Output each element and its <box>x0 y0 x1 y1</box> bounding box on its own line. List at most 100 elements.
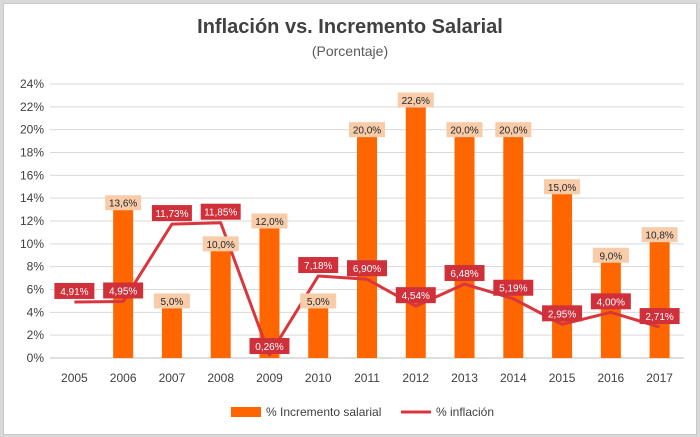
x-tick-label: 2016 <box>597 371 624 385</box>
x-tick-label: 2005 <box>61 371 88 385</box>
x-tick-label: 2017 <box>646 371 673 385</box>
bar <box>161 300 182 358</box>
bar-series <box>113 99 670 358</box>
y-tick-label: 6% <box>27 283 45 297</box>
y-tick-label: 4% <box>27 305 45 319</box>
line-label-box <box>639 308 680 325</box>
bar-data-label: 13,6% <box>109 199 137 210</box>
bar-label-box <box>105 195 142 211</box>
bar <box>405 99 426 358</box>
bar <box>552 186 573 358</box>
chart-title: Inflación vs. Incremento Salarial <box>197 16 503 38</box>
bar <box>259 221 280 358</box>
line-data-label: 6,48% <box>450 269 478 280</box>
y-axis-ticks: 0% 2% 4% 6% 8% 10% 12% 14% 16% 18% 20% 22% 24% <box>20 77 44 365</box>
bar <box>649 234 670 358</box>
bar-label-box <box>641 227 678 243</box>
bar-data-label: 15,0% <box>548 183 576 194</box>
bar <box>357 129 377 358</box>
bar-label-box <box>300 293 337 309</box>
line-data-label: 11,85% <box>204 208 237 219</box>
y-tick-label: 20% <box>20 123 44 137</box>
y-tick-label: 0% <box>27 351 45 365</box>
chart-subtitle: (Porcentaje) <box>311 43 389 59</box>
bar-data-label: 5,0% <box>161 297 184 308</box>
line-label-box <box>395 287 436 304</box>
line-data-label: 6,90% <box>353 264 381 275</box>
line-data-label: 11,73% <box>155 209 188 220</box>
bar-data-label: 12,0% <box>255 217 283 228</box>
x-tick-label: 2014 <box>500 371 527 385</box>
legend: % Incremento salarial % inflación <box>231 405 494 419</box>
bar-data-label: 9,0% <box>599 251 622 262</box>
bar-label-box <box>592 247 629 263</box>
y-tick-label: 22% <box>20 100 44 114</box>
bar-data-label: 5,0% <box>307 297 330 308</box>
bar-data-label: 10,0% <box>207 240 235 251</box>
chart-plot: 0% 2% 4% 6% 8% 10% 12% 14% 16% 18% 20% 22% 24% 13,6%… <box>20 77 684 419</box>
line-data-label: 2,71% <box>645 312 673 323</box>
line-data-label: 0,26% <box>255 342 283 353</box>
line-data-label: 7,18% <box>304 261 332 272</box>
x-tick-label: 2013 <box>451 371 478 385</box>
bar-data-label: 22,6% <box>402 96 430 107</box>
y-tick-label: 14% <box>20 191 44 205</box>
bar-label-box <box>446 122 483 138</box>
line-data-label: 4,54% <box>402 291 430 302</box>
line-label-box <box>493 279 534 296</box>
y-tick-label: 10% <box>20 237 44 251</box>
line-data-label: 4,95% <box>109 286 137 297</box>
x-tick-label: 2007 <box>159 371 186 385</box>
y-tick-label: 16% <box>20 168 44 182</box>
bar <box>308 300 329 358</box>
x-tick-label: 2008 <box>207 371 234 385</box>
x-tick-label: 2015 <box>549 371 576 385</box>
bar-data-label: 20,0% <box>353 126 381 137</box>
inflation-line <box>74 221 661 357</box>
line-label-box <box>103 282 144 299</box>
x-tick-label: 2011 <box>354 371 380 385</box>
bar-label-box <box>153 293 190 309</box>
x-axis-ticks: 2005 2006 2007 2008 2009 2010 2011 2012 2013 2014… <box>61 371 673 385</box>
line-label-box <box>444 265 485 282</box>
x-tick-label: 2009 <box>256 371 283 385</box>
bar-data-label: 20,0% <box>499 126 527 137</box>
y-tick-label: 18% <box>20 146 44 160</box>
line-data-label: 4,91% <box>60 287 88 298</box>
bar <box>454 129 475 358</box>
bar <box>503 129 524 358</box>
line-data-labels: 4,91% 4,95% 11,73% 11,85% 0,26% 7,18% 6,90% 4,5… <box>54 203 680 355</box>
line-label-box <box>54 282 95 299</box>
x-tick-label: 2010 <box>305 371 332 385</box>
bar-label-box <box>202 236 239 252</box>
legend-label-inflacion: % inflación <box>436 405 494 419</box>
chart-frame: Inflación vs. Incremento Salarial (Porce… <box>3 3 697 435</box>
line-series <box>74 221 661 357</box>
line-label-box <box>347 260 387 277</box>
line-label-box <box>542 305 583 322</box>
y-tick-label: 24% <box>20 77 44 91</box>
y-tick-label: 12% <box>20 214 44 228</box>
bar <box>210 243 231 358</box>
line-label-box <box>200 203 241 220</box>
bar-data-label: 20,0% <box>450 126 478 137</box>
bar-data-labels: 13,6% 5,0% 10,0% 12,0% 5,0% 20,0% 22,6% 20,0% 20… <box>105 92 678 309</box>
x-tick-label: 2006 <box>110 371 137 385</box>
line-label-box <box>249 338 290 355</box>
bar-label-box <box>251 213 288 229</box>
line-data-label: 2,95% <box>548 309 576 320</box>
line-label-box <box>590 293 631 310</box>
bar <box>113 202 134 358</box>
bar-label-box <box>495 122 532 138</box>
line-label-box <box>151 205 192 222</box>
legend-label-incremento: % Incremento salarial <box>266 405 381 419</box>
line-data-label: 5,19% <box>499 284 527 295</box>
x-tick-label: 2012 <box>402 371 429 385</box>
line-label-box <box>298 257 339 274</box>
bar-label-box <box>397 92 434 108</box>
line-data-label: 4,00% <box>597 297 625 308</box>
bar-label-box <box>349 122 385 138</box>
bar-label-box <box>544 179 581 195</box>
y-tick-label: 8% <box>27 260 45 274</box>
bar-data-label: 10,8% <box>645 231 673 242</box>
